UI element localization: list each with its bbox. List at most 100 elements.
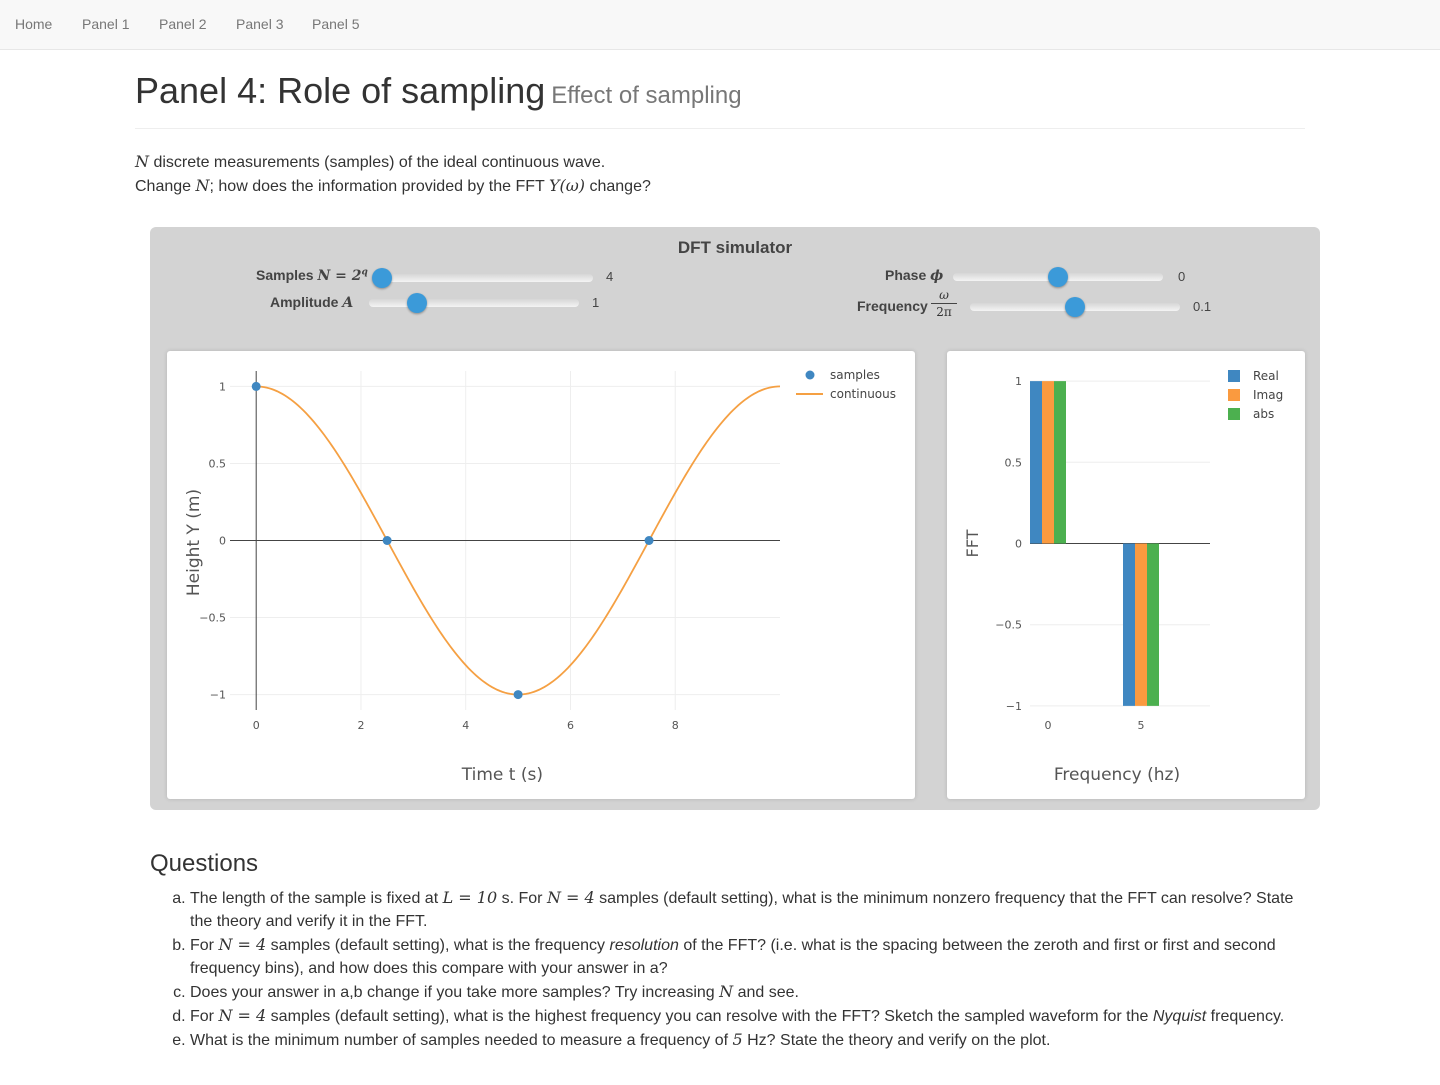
samples-math: N = 2 (317, 268, 362, 284)
fft-bar-imag (1135, 543, 1147, 706)
phase-slider-thumb[interactable] (1048, 267, 1068, 287)
sample-point (382, 536, 392, 545)
frequency-num: ω (939, 288, 949, 302)
legend-imag-label: Imag (1253, 388, 1283, 402)
phase-value: 0 (1178, 269, 1186, 284)
samples-slider-track[interactable] (372, 274, 593, 282)
question-text: samples (default setting), what is the f… (266, 937, 610, 954)
fft-bar-abs (1054, 381, 1066, 544)
x-tick-label: 8 (672, 719, 679, 732)
sample-point (513, 690, 523, 700)
amplitude-slider-track[interactable] (369, 299, 579, 307)
amplitude-math: A (342, 295, 354, 311)
question-math: N = 4 (546, 888, 595, 907)
question-text: Hz? State the theory and verify on the p… (742, 1032, 1051, 1049)
phase-label-text: Phase (885, 267, 927, 283)
divider (135, 128, 1305, 129)
question-emphasis: resolution (609, 937, 679, 954)
x-axis-title: Frequency (hz) (1054, 765, 1180, 785)
question-text: samples (default setting), what is the h… (266, 1008, 1153, 1025)
x-tick-label: 0 (1045, 719, 1052, 732)
fft-chart[interactable]: 1 0.5 0 −0.5 −1 0 5 Frequency (hz) FFT Real Imag ab… (947, 351, 1305, 799)
y-tick-label: 0.5 (209, 457, 227, 470)
nav-panel-2[interactable]: Panel 2 (159, 16, 207, 32)
legend-real-label: Real (1253, 369, 1279, 383)
sample-point (644, 536, 654, 545)
dft-simulator: DFT simulator Samples N = 2q 4 Amplitude… (150, 227, 1320, 810)
frequency-slider-thumb[interactable] (1065, 297, 1085, 317)
questions-title: Questions (150, 850, 259, 877)
y-axis-title: Height Y (m) (184, 489, 204, 596)
time-plot-card: 0 2 4 6 8 1 0.5 0 −0.5 −1 Time t (s) Height Y (m) sa… (167, 351, 915, 799)
question-math: N = 4 (218, 935, 267, 954)
intro-line2-a: Change (135, 178, 196, 195)
x-tick-label: 2 (357, 719, 364, 732)
frequency-label: Frequency (857, 298, 928, 314)
nav-panel-5[interactable]: Panel 5 (312, 16, 360, 32)
question-text: What is the minimum number of samples ne… (190, 1032, 733, 1049)
question-item: What is the minimum number of samples ne… (190, 1028, 1310, 1052)
legend-real-marker (1228, 370, 1240, 382)
page-subtitle: Effect of sampling (551, 82, 742, 109)
navbar: Home Panel 1 Panel 2 Panel 3 Panel 5 (0, 0, 1440, 50)
page-title: Panel 4: Role of sampling Effect of sampl… (135, 70, 742, 112)
intro-var-n2: N (195, 176, 210, 195)
y-tick-label: 1 (1015, 375, 1022, 388)
legend-continuous-label: continuous (830, 387, 896, 401)
legend-samples-label: samples (830, 368, 880, 382)
question-text: frequency. (1206, 1008, 1285, 1025)
samples-sup: q (361, 267, 368, 278)
legend-samples-marker (805, 370, 815, 380)
nav-home[interactable]: Home (15, 16, 53, 32)
question-emphasis: Nyquist (1152, 1008, 1207, 1025)
simulator-title: DFT simulator (677, 238, 793, 257)
amplitude-label: Amplitude A (270, 294, 353, 311)
question-item: Does your answer in a,b change if you ta… (190, 980, 1310, 1004)
x-axis-title: Time t (s) (461, 765, 543, 785)
nav-panel-1[interactable]: Panel 1 (82, 16, 130, 32)
x-tick-label: 0 (253, 719, 260, 732)
fft-bar-imag (1042, 381, 1054, 544)
y-axis-title: FFT (963, 529, 982, 557)
question-text: s. For (497, 890, 547, 907)
intro-text: N discrete measurements (samples) of the… (135, 150, 651, 198)
fft-bar-real (1030, 381, 1042, 544)
frequency-value: 0.1 (1193, 299, 1212, 314)
question-math: 5 (732, 1030, 743, 1049)
y-tick-label: 1 (219, 380, 226, 393)
frequency-fraction: ω 2π (931, 287, 957, 320)
question-item: For N = 4 samples (default setting), wha… (190, 1004, 1310, 1028)
question-item: For N = 4 samples (default setting), wha… (190, 933, 1310, 980)
amplitude-slider-thumb[interactable] (407, 293, 427, 313)
samples-slider-thumb[interactable] (372, 268, 392, 288)
question-item: The length of the sample is fixed at L =… (190, 886, 1310, 933)
x-tick-label: 5 (1138, 719, 1145, 732)
fft-bar-abs (1147, 543, 1159, 706)
intro-var-n: N (135, 152, 149, 171)
intro-line1: discrete measurements (samples) of the i… (149, 154, 606, 171)
x-tick-label: 6 (567, 719, 574, 732)
y-tick-label: −0.5 (199, 612, 226, 625)
sample-point (251, 381, 261, 391)
samples-label: Samples N = 2q (256, 267, 368, 284)
page-title-text: Panel 4: Role of sampling (135, 70, 546, 111)
fft-plot-card: 1 0.5 0 −0.5 −1 0 5 Frequency (hz) FFT Real Imag ab… (947, 351, 1305, 799)
legend-imag-marker (1228, 389, 1240, 401)
questions-list: The length of the sample is fixed at L =… (190, 886, 1310, 1052)
amplitude-label-text: Amplitude (270, 294, 339, 310)
legend-abs-marker (1228, 408, 1240, 420)
fft-bar-real (1123, 543, 1135, 706)
frequency-label-text: Frequency (857, 298, 928, 314)
y-tick-label: −1 (210, 689, 226, 702)
frequency-den: 2π (931, 303, 957, 320)
question-text: For (190, 937, 219, 954)
y-tick-label: 0 (219, 535, 226, 548)
time-domain-chart[interactable]: 0 2 4 6 8 1 0.5 0 −0.5 −1 Time t (s) Height Y (m) sa… (167, 351, 915, 799)
phase-math: ϕ (930, 268, 944, 284)
y-tick-label: −0.5 (995, 619, 1022, 632)
question-text: The length of the sample is fixed at (190, 890, 443, 907)
question-text: Does your answer in a,b change if you ta… (190, 984, 720, 1001)
nav-panel-3[interactable]: Panel 3 (236, 16, 284, 32)
y-tick-label: 0.5 (1005, 456, 1023, 469)
question-math: N = 4 (218, 1006, 267, 1025)
